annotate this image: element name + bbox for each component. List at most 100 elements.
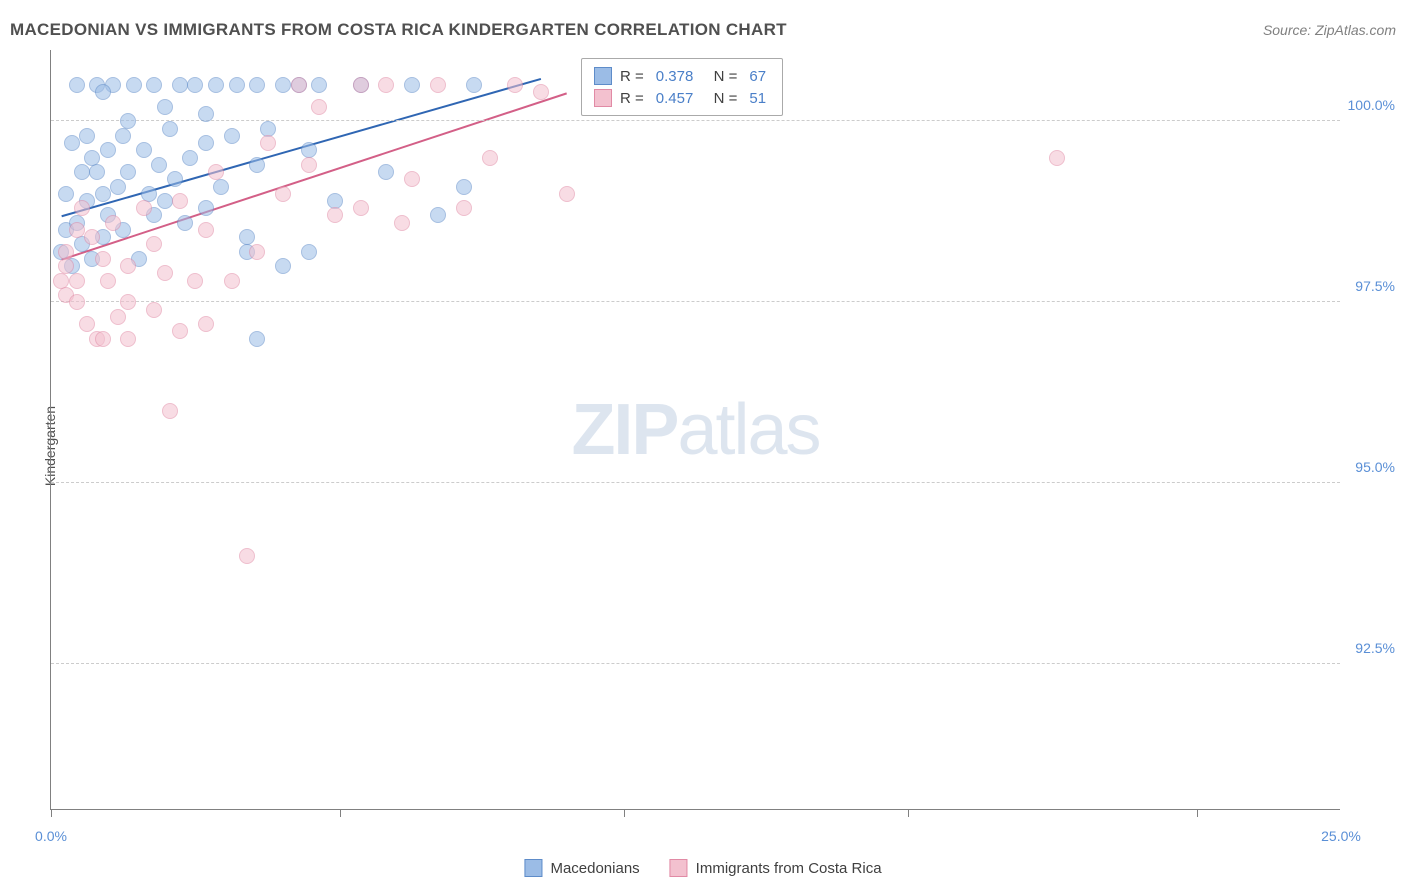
chart-source: Source: ZipAtlas.com — [1263, 22, 1396, 38]
scatter-point — [100, 273, 116, 289]
scatter-point — [1049, 150, 1065, 166]
r-value: 0.378 — [656, 68, 694, 85]
scatter-point — [224, 273, 240, 289]
chart-header: MACEDONIAN VS IMMIGRANTS FROM COSTA RICA… — [10, 20, 1396, 40]
gridline — [51, 482, 1340, 483]
y-tick-label: 97.5% — [1355, 278, 1395, 294]
y-tick-label: 100.0% — [1348, 97, 1395, 113]
legend-label: Immigrants from Costa Rica — [696, 860, 882, 877]
gridline — [51, 663, 1340, 664]
scatter-point — [275, 186, 291, 202]
scatter-point — [120, 164, 136, 180]
scatter-point — [239, 548, 255, 564]
scatter-point — [95, 251, 111, 267]
scatter-point — [275, 258, 291, 274]
scatter-point — [126, 77, 142, 93]
scatter-point — [64, 135, 80, 151]
scatter-point — [208, 77, 224, 93]
y-tick-label: 92.5% — [1355, 640, 1395, 656]
scatter-point — [89, 164, 105, 180]
scatter-point — [394, 215, 410, 231]
scatter-point — [353, 200, 369, 216]
scatter-point — [69, 222, 85, 238]
scatter-point — [249, 157, 265, 173]
scatter-point — [198, 222, 214, 238]
scatter-point — [110, 309, 126, 325]
scatter-point — [378, 164, 394, 180]
scatter-point — [249, 77, 265, 93]
legend-swatch — [524, 859, 542, 877]
x-tick — [1197, 809, 1198, 817]
scatter-point — [301, 157, 317, 173]
scatter-point — [404, 77, 420, 93]
n-value: 51 — [749, 90, 766, 107]
x-tick — [908, 809, 909, 817]
scatter-chart: ZIPatlas 92.5%95.0%97.5%100.0%0.0%25.0%R… — [50, 50, 1340, 810]
scatter-point — [311, 99, 327, 115]
scatter-point — [456, 200, 472, 216]
scatter-point — [198, 200, 214, 216]
scatter-point — [260, 135, 276, 151]
x-tick — [340, 809, 341, 817]
scatter-point — [151, 157, 167, 173]
scatter-point — [58, 258, 74, 274]
scatter-point — [224, 128, 240, 144]
scatter-point — [84, 229, 100, 245]
scatter-point — [95, 84, 111, 100]
scatter-point — [172, 77, 188, 93]
scatter-point — [162, 403, 178, 419]
scatter-point — [177, 215, 193, 231]
scatter-point — [182, 150, 198, 166]
scatter-point — [311, 77, 327, 93]
scatter-point — [157, 193, 173, 209]
scatter-point — [301, 244, 317, 260]
scatter-point — [69, 294, 85, 310]
scatter-point — [198, 106, 214, 122]
trendlines — [51, 50, 1340, 809]
scatter-point — [136, 200, 152, 216]
legend-item: Macedonians — [524, 859, 639, 877]
scatter-point — [105, 215, 121, 231]
scatter-point — [198, 135, 214, 151]
x-tick-label: 0.0% — [35, 828, 67, 844]
scatter-point — [69, 273, 85, 289]
scatter-point — [115, 128, 131, 144]
scatter-point — [275, 77, 291, 93]
scatter-point — [120, 113, 136, 129]
scatter-point — [187, 273, 203, 289]
scatter-point — [239, 229, 255, 245]
scatter-point — [167, 171, 183, 187]
n-value: 67 — [749, 68, 766, 85]
scatter-point — [213, 179, 229, 195]
scatter-point — [430, 77, 446, 93]
scatter-point — [249, 331, 265, 347]
scatter-point — [456, 179, 472, 195]
scatter-point — [187, 77, 203, 93]
x-tick-label: 25.0% — [1321, 828, 1361, 844]
legend-swatch — [594, 67, 612, 85]
x-tick — [624, 809, 625, 817]
legend-row: R =0.378 N =67 — [594, 65, 770, 87]
scatter-point — [110, 179, 126, 195]
scatter-point — [146, 236, 162, 252]
scatter-point — [172, 193, 188, 209]
scatter-point — [353, 77, 369, 93]
scatter-point — [120, 258, 136, 274]
gridline — [51, 301, 1340, 302]
scatter-point — [198, 316, 214, 332]
bottom-legend: Macedonians Immigrants from Costa Rica — [524, 859, 881, 877]
scatter-point — [146, 302, 162, 318]
scatter-point — [146, 77, 162, 93]
scatter-point — [58, 186, 74, 202]
scatter-point — [79, 316, 95, 332]
scatter-point — [507, 77, 523, 93]
scatter-point — [208, 164, 224, 180]
scatter-point — [95, 331, 111, 347]
scatter-point — [95, 186, 111, 202]
gridline — [51, 120, 1340, 121]
scatter-point — [327, 207, 343, 223]
scatter-point — [482, 150, 498, 166]
legend-swatch — [594, 89, 612, 107]
scatter-point — [79, 128, 95, 144]
scatter-point — [172, 323, 188, 339]
